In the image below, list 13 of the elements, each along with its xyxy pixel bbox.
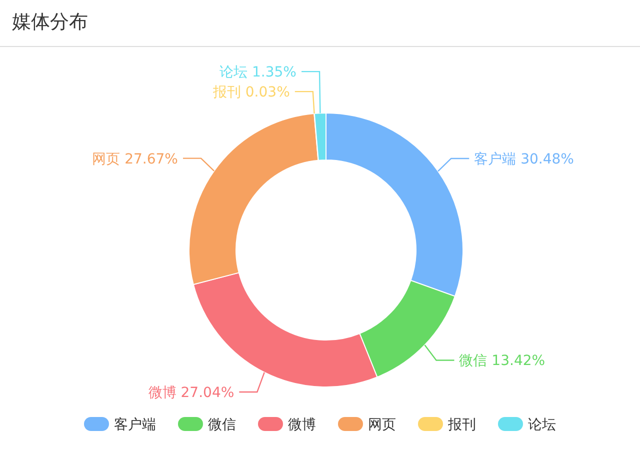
data-label: 报刊 0.03% bbox=[212, 84, 290, 101]
data-label: 微博 27.04% bbox=[148, 385, 234, 402]
legend-label: 网页 bbox=[368, 417, 396, 433]
legend-label: 微博 bbox=[288, 417, 316, 433]
legend-label: 客户端 bbox=[114, 417, 156, 433]
data-label: 微信 13.42% bbox=[459, 353, 546, 370]
legend-label: 报刊 bbox=[447, 417, 476, 433]
chart-title: 媒体分布 bbox=[12, 11, 88, 33]
data-label: 网页 27.67% bbox=[92, 151, 178, 168]
data-label: 论坛 1.35% bbox=[220, 64, 297, 81]
data-label: 客户端 30.48% bbox=[474, 152, 574, 168]
legend-label: 论坛 bbox=[528, 417, 556, 433]
legend-label: 微信 bbox=[208, 417, 236, 433]
